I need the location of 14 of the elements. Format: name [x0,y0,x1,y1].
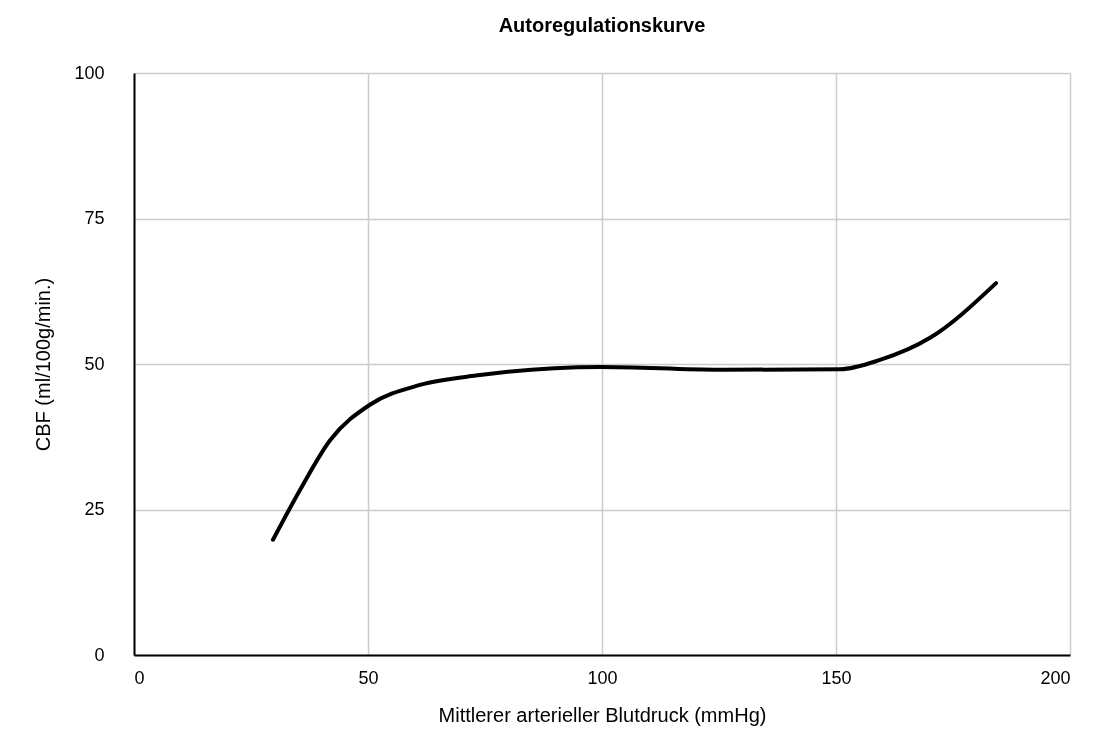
chart-title: Autoregulationskurve [498,14,706,36]
y-tick-label: 0 [94,644,105,665]
x-axis-title: Mittlerer arterieller Blutdruck (mmHg) [438,703,767,726]
x-tick-label: 200 [1040,667,1071,688]
y-tick-label: 75 [84,208,105,228]
x-tick-label: 150 [821,667,852,688]
line-series [271,281,999,542]
x-tick-label: 100 [587,667,618,688]
x-tick-label: 50 [358,667,379,688]
y-tick-label: 100 [74,62,105,83]
x-tick-label: 0 [134,667,145,688]
y-tick-label: 25 [84,499,105,519]
y-axis-title: CBF (ml/100g/min.) [32,277,55,452]
y-tick-label: 50 [84,353,105,374]
